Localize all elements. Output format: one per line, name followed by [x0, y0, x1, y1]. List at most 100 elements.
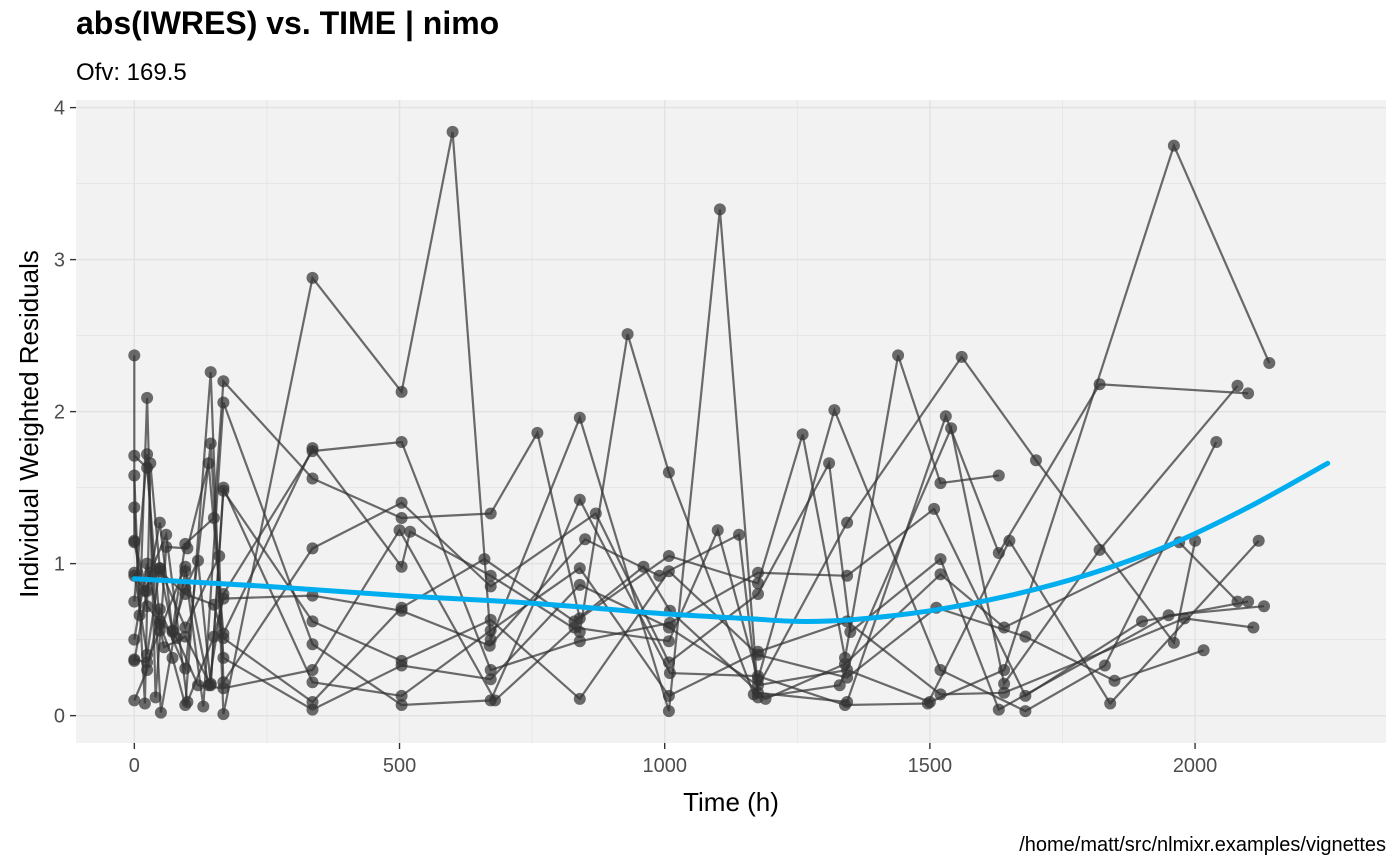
data-point — [1167, 636, 1180, 649]
data-point — [306, 542, 319, 555]
data-point — [306, 696, 319, 708]
x-tick-label: 1500 — [908, 755, 953, 777]
data-point — [213, 550, 226, 562]
plot-panel — [76, 100, 1386, 743]
data-point — [153, 565, 166, 578]
data-point — [141, 557, 154, 570]
data-point — [934, 664, 947, 676]
data-point — [998, 621, 1011, 634]
subject-line — [133, 131, 1249, 715]
x-axis-label: Time (h) — [683, 787, 779, 817]
data-point — [934, 688, 947, 701]
data-point — [128, 349, 141, 362]
data-point — [579, 533, 592, 546]
data-point — [144, 566, 157, 579]
data-point — [170, 632, 183, 645]
data-point — [395, 699, 408, 711]
subject-line — [133, 459, 1265, 712]
x-tick-label: 2000 — [1173, 755, 1218, 777]
data-point — [945, 422, 958, 435]
data-point — [484, 624, 497, 637]
data-point — [393, 524, 406, 537]
chart-subtitle: Ofv: 169.5 — [76, 59, 187, 86]
data-point — [1108, 674, 1121, 687]
data-point — [128, 694, 141, 707]
data-point — [713, 203, 726, 216]
data-point — [1104, 697, 1117, 710]
data-point — [128, 501, 141, 514]
data-point — [141, 664, 154, 676]
data-point — [1167, 139, 1180, 152]
data-point — [839, 699, 851, 711]
data-point — [141, 648, 154, 661]
data-point — [653, 569, 666, 582]
data-point — [711, 524, 724, 537]
data-point — [484, 613, 497, 626]
y-tick-label: 0 — [54, 706, 65, 728]
data-point — [138, 585, 151, 597]
data-point — [484, 580, 497, 593]
data-point — [1030, 454, 1042, 467]
x-tick-label: 500 — [383, 755, 416, 777]
data-point — [992, 703, 1005, 716]
data-point — [662, 689, 675, 702]
data-point — [844, 626, 857, 638]
data-point — [306, 664, 319, 676]
subject-line — [133, 355, 1204, 701]
x-axis: 0 500 1000 1500 2000 — [129, 743, 1218, 777]
data-point — [166, 651, 179, 664]
data-point — [1098, 659, 1111, 672]
data-point — [395, 436, 408, 448]
data-point — [207, 630, 220, 643]
data-point — [181, 696, 194, 708]
data-point — [662, 466, 675, 479]
data-point — [823, 457, 836, 470]
data-point — [573, 578, 586, 591]
data-point — [179, 588, 192, 600]
data-point — [1003, 534, 1016, 547]
data-point — [1258, 600, 1270, 613]
chart-title: abs(IWRES) vs. TIME | nimo — [76, 5, 499, 41]
data-point — [1093, 543, 1106, 556]
data-point — [484, 664, 497, 676]
y-axis: 0 1 2 3 4 — [54, 98, 76, 728]
data-point — [923, 696, 936, 708]
data-point — [759, 692, 772, 705]
data-point — [1189, 534, 1202, 547]
data-point — [1252, 534, 1265, 547]
data-point — [217, 682, 230, 695]
data-point — [733, 528, 745, 541]
data-point — [1019, 705, 1032, 718]
data-point — [153, 615, 166, 628]
data-point — [589, 507, 602, 520]
data-point — [306, 472, 319, 485]
data-point — [752, 566, 764, 579]
data-point — [998, 686, 1011, 699]
data-point — [179, 560, 192, 573]
data-point — [197, 700, 210, 713]
data-point — [662, 656, 675, 669]
data-point — [207, 598, 220, 611]
data-point — [662, 621, 675, 634]
data-point — [1162, 609, 1175, 622]
data-point — [204, 437, 217, 450]
data-point — [204, 366, 217, 379]
data-point — [1242, 595, 1255, 608]
data-point — [217, 592, 230, 605]
data-point — [1263, 357, 1276, 369]
data-point — [662, 550, 675, 562]
data-point — [573, 411, 586, 424]
data-point — [662, 635, 675, 648]
data-point — [928, 502, 941, 515]
data-point — [306, 445, 319, 458]
data-point — [1178, 612, 1191, 625]
data-point — [1136, 615, 1148, 628]
data-point — [128, 536, 141, 549]
x-tick-label: 1000 — [642, 755, 687, 777]
data-point — [568, 615, 581, 628]
data-point — [934, 477, 947, 490]
data-point — [306, 676, 319, 689]
data-point — [934, 568, 947, 581]
data-point — [1247, 621, 1260, 634]
trend-line — [131, 460, 1331, 624]
